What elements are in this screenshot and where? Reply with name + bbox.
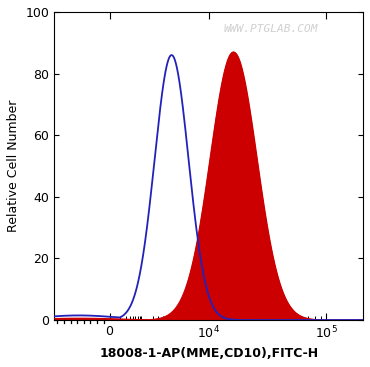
X-axis label: 18008-1-AP(MME,CD10),FITC-H: 18008-1-AP(MME,CD10),FITC-H bbox=[99, 347, 318, 360]
Y-axis label: Relative Cell Number: Relative Cell Number bbox=[7, 100, 20, 232]
Text: WWW.PTGLAB.COM: WWW.PTGLAB.COM bbox=[223, 24, 318, 34]
